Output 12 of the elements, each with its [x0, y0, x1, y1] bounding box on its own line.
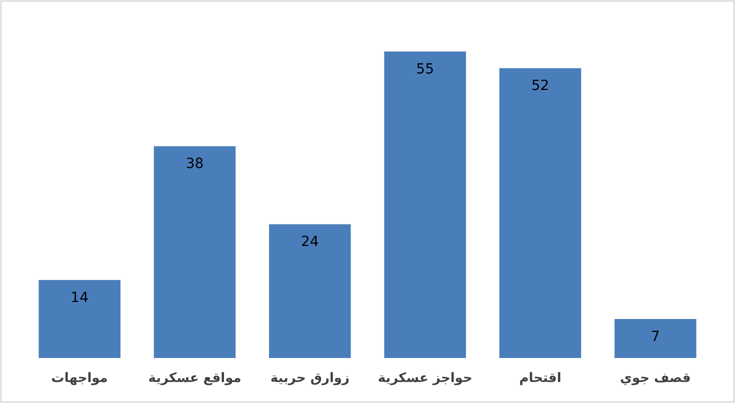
data-label: 55 [416, 61, 434, 78]
data-label: 14 [70, 290, 89, 306]
data-label: 24 [301, 234, 319, 250]
x-tick-label: مواقع عسكرية [148, 371, 242, 386]
x-tick-label: زوارق حربية [270, 371, 350, 386]
x-tick-label: حواجز عسكرية [378, 371, 472, 386]
data-label: 7 [650, 328, 660, 345]
x-tick-label: قصف جوي [620, 371, 691, 386]
data-label: 52 [531, 78, 550, 94]
data-label: 38 [186, 156, 204, 172]
x-tick-label: مواجهات [51, 371, 108, 386]
x-tick-label: اقتحام [519, 371, 562, 386]
